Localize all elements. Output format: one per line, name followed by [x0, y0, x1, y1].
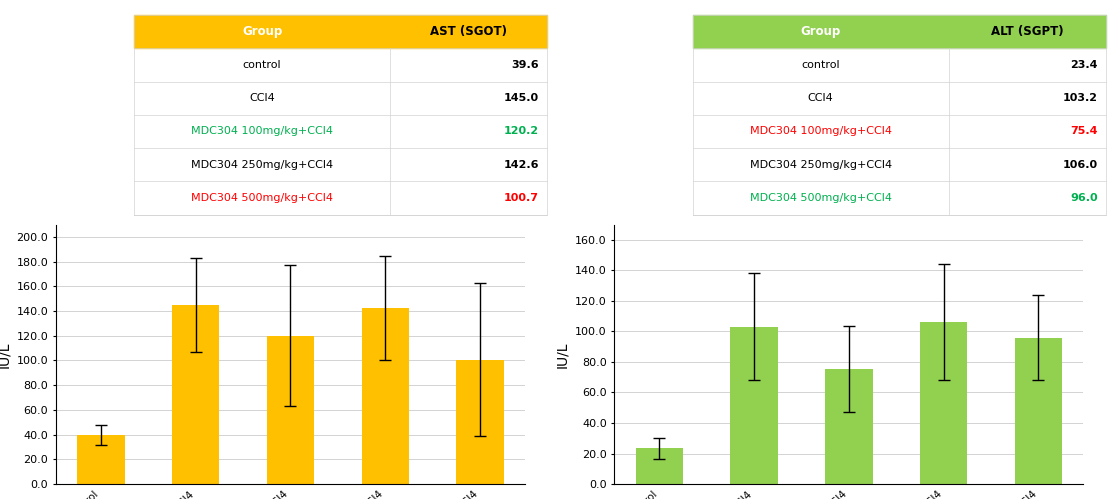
Text: AST (SGOT): AST (SGOT): [430, 25, 507, 38]
Text: MDC304 250mg/kg+CCl4: MDC304 250mg/kg+CCl4: [750, 160, 891, 170]
Text: control: control: [242, 60, 281, 70]
Bar: [77, 435, 125, 484]
Text: Group: Group: [801, 25, 841, 38]
Y-axis label: IU/L: IU/L: [0, 341, 11, 368]
Text: 100.7: 100.7: [504, 193, 540, 203]
Bar: [456, 360, 504, 484]
Text: MDC304 500mg/kg+CCl4: MDC304 500mg/kg+CCl4: [750, 193, 891, 203]
Text: 145.0: 145.0: [504, 93, 540, 103]
Text: 75.4: 75.4: [1070, 126, 1098, 136]
Text: CCl4: CCl4: [808, 93, 833, 103]
Bar: [134, 15, 547, 48]
Text: 23.4: 23.4: [1070, 60, 1098, 70]
Bar: [1014, 337, 1062, 484]
Text: 106.0: 106.0: [1062, 160, 1098, 170]
Text: ALT (SGPT): ALT (SGPT): [991, 25, 1063, 38]
Text: Group: Group: [242, 25, 283, 38]
Bar: [825, 369, 872, 484]
Text: control: control: [801, 60, 840, 70]
Bar: [731, 326, 777, 484]
Bar: [636, 448, 684, 484]
Bar: [267, 335, 314, 484]
Text: 142.6: 142.6: [504, 160, 540, 170]
Text: 96.0: 96.0: [1070, 193, 1098, 203]
Text: MDC304 100mg/kg+CCl4: MDC304 100mg/kg+CCl4: [750, 126, 891, 136]
Text: 120.2: 120.2: [504, 126, 540, 136]
Text: CCl4: CCl4: [249, 93, 275, 103]
Text: 39.6: 39.6: [512, 60, 540, 70]
Bar: [693, 15, 1106, 48]
Text: MDC304 500mg/kg+CCl4: MDC304 500mg/kg+CCl4: [191, 193, 333, 203]
Y-axis label: IU/L: IU/L: [555, 341, 570, 368]
Text: 103.2: 103.2: [1062, 93, 1098, 103]
Text: MDC304 100mg/kg+CCl4: MDC304 100mg/kg+CCl4: [191, 126, 333, 136]
Bar: [172, 305, 219, 484]
Bar: [920, 322, 967, 484]
Text: MDC304 250mg/kg+CCl4: MDC304 250mg/kg+CCl4: [191, 160, 333, 170]
Bar: [362, 308, 409, 484]
